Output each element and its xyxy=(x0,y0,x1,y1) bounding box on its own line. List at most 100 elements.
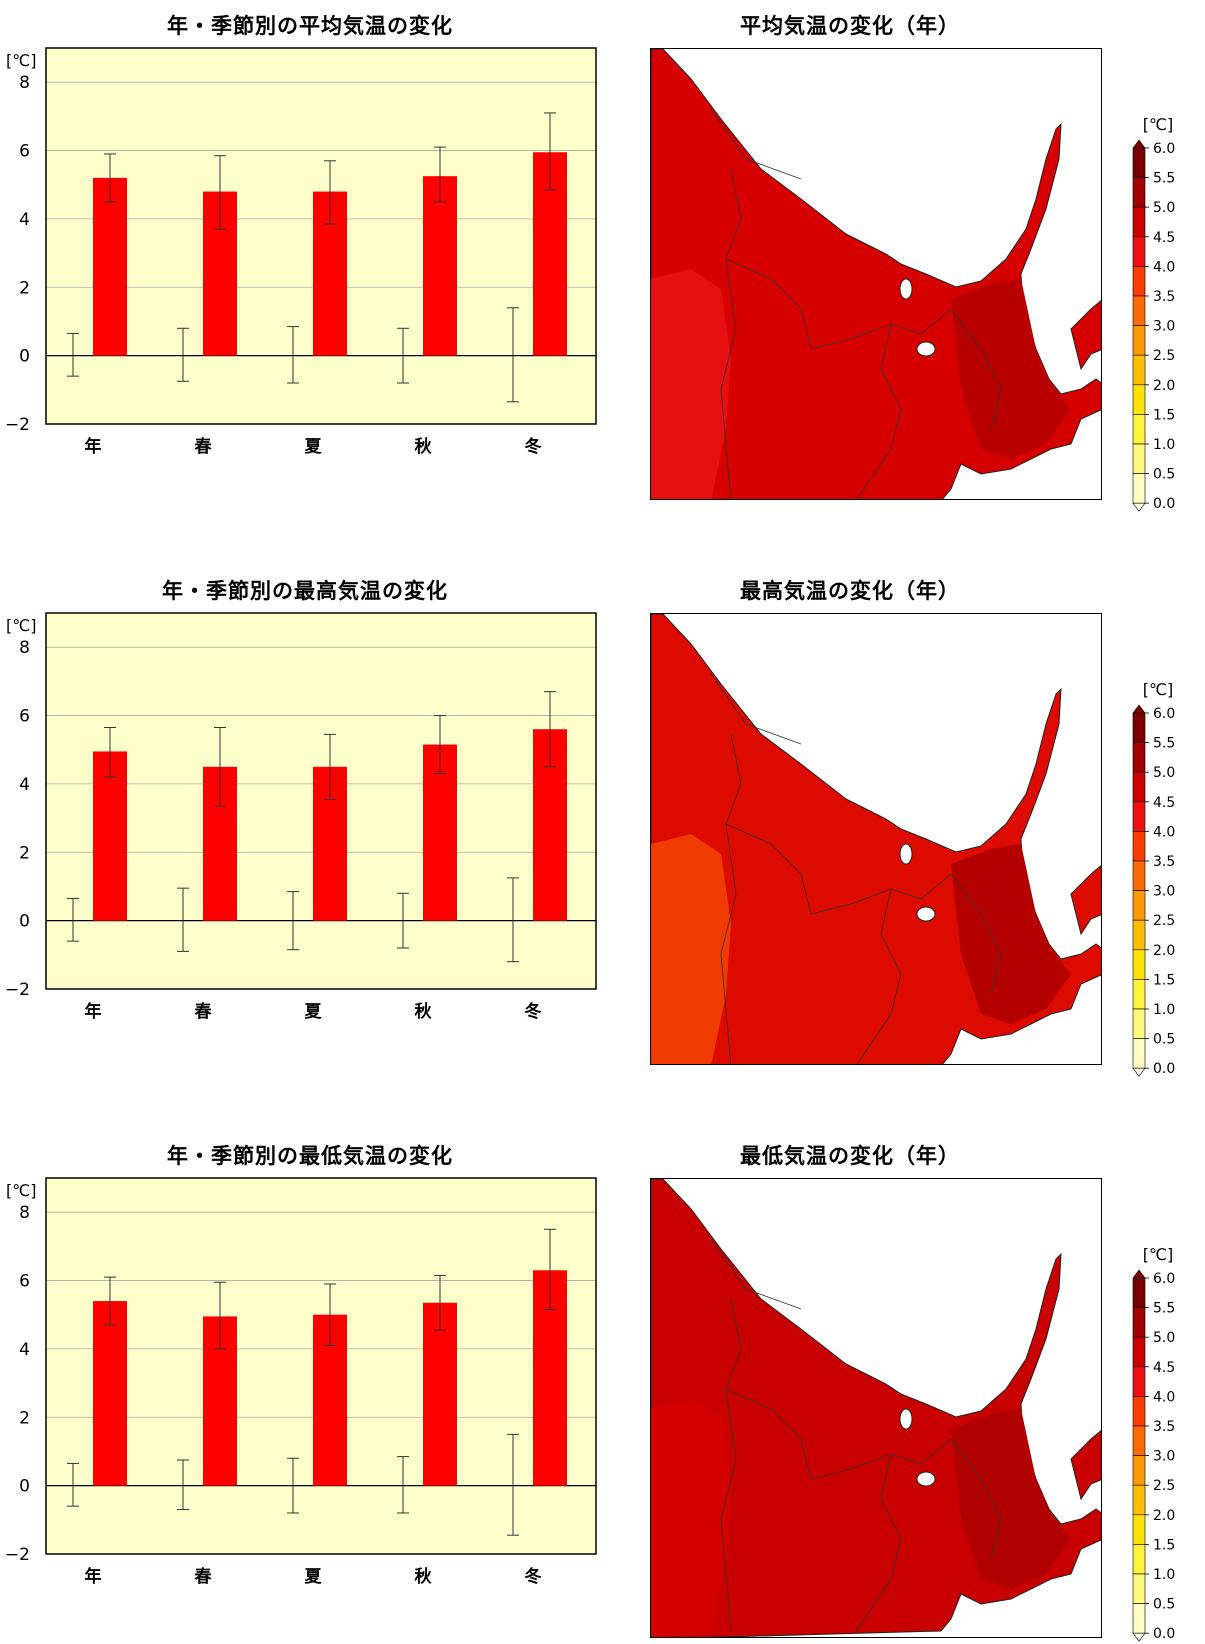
colorbar-arrow-top xyxy=(1132,704,1146,714)
colorbar-segment xyxy=(1132,147,1146,178)
colorbar-tick-label: 5.5 xyxy=(1153,171,1175,187)
map-boundary xyxy=(950,873,1002,995)
colorbar-tick-label: 6.0 xyxy=(1153,706,1175,722)
category-label: 冬 xyxy=(525,1566,542,1587)
colorbar-tick-label: 5.5 xyxy=(1153,736,1175,752)
colorbar-tick-label: 4.0 xyxy=(1153,259,1175,275)
colorbar-tick-label: 6.0 xyxy=(1153,1271,1175,1287)
colorbar-unit: [℃] xyxy=(1143,680,1173,699)
colorbar-tick-label: 2.5 xyxy=(1153,913,1175,929)
map-island xyxy=(1070,300,1101,371)
map-island xyxy=(1070,1430,1101,1501)
y-axis-unit: [℃] xyxy=(6,51,36,70)
y-tick-label: 2 xyxy=(19,1408,30,1428)
colorbar-segment xyxy=(1132,771,1146,803)
colorbar-tick-label: 4.5 xyxy=(1153,795,1175,811)
map-mean xyxy=(650,48,1102,500)
colorbar-segment xyxy=(1132,979,1146,1010)
map-shade-light xyxy=(651,1399,731,1637)
colorbar-segment xyxy=(1132,206,1146,238)
y-tick-label: 8 xyxy=(19,638,30,658)
colorbar-tick-label: 0.5 xyxy=(1153,467,1175,483)
colorbar-tick-label: 0.5 xyxy=(1153,1032,1175,1048)
map-lake xyxy=(899,278,913,300)
y-tick-label: 4 xyxy=(19,775,30,795)
map-shade-dark xyxy=(951,1409,1071,1589)
category-label: 秋 xyxy=(415,1566,433,1587)
bar-chart-1: −2 0 2 4 6 8 [℃] 年 春 夏 秋 冬 xyxy=(5,612,597,1022)
colorbar-segment xyxy=(1132,712,1146,743)
colorbar-0: [℃] 6.0 5.5 5.0 4.5 4.0 3.5 3.0 2.5 2.0 1.5 1.0 0.5 0… xyxy=(1132,115,1175,512)
colorbar-segment xyxy=(1132,384,1146,415)
colorbar-segment xyxy=(1132,1366,1146,1397)
colorbar-segment xyxy=(1132,1455,1146,1486)
colorbar-1: [℃] 6.0 5.5 5.0 4.5 4.0 3.5 3.0 2.5 2.0 1.5 1.0 0.5 0… xyxy=(1132,680,1175,1077)
colorbar-segment xyxy=(1132,890,1146,921)
colorbar-tick-label: 3.5 xyxy=(1153,1419,1175,1435)
colorbar-tick-label: 2.5 xyxy=(1153,1478,1175,1494)
colorbar-segment xyxy=(1132,919,1146,951)
colorbar-tick-label: 2.5 xyxy=(1153,348,1175,364)
y-tick-label: 6 xyxy=(19,707,30,727)
bar xyxy=(93,751,127,921)
map-boundary xyxy=(710,673,802,745)
colorbar-segment xyxy=(1132,1038,1146,1069)
map-boundary xyxy=(725,1388,812,1480)
colorbar-tick-label: 3.5 xyxy=(1153,289,1175,305)
colorbar-arrow-bottom xyxy=(1132,1632,1146,1642)
map-title-max: 最高気温の変化（年） xyxy=(740,579,960,603)
bar xyxy=(93,177,127,356)
colorbar-2: [℃] 6.0 5.5 5.0 4.5 4.0 3.5 3.0 2.5 2.0 1.5 1.0 0.5 0… xyxy=(1132,1245,1175,1642)
colorbar-segment xyxy=(1132,414,1146,445)
map-lake xyxy=(899,1408,913,1430)
y-tick-label: 4 xyxy=(19,1340,30,1360)
chart-title-min: 年・季節別の最低気温の変化 xyxy=(167,1144,453,1168)
colorbar-segment xyxy=(1132,1277,1146,1308)
y-axis-unit: [℃] xyxy=(6,1181,36,1200)
category-label: 夏 xyxy=(305,1002,323,1022)
colorbar-segment xyxy=(1132,473,1146,504)
map-lake xyxy=(899,843,913,865)
colorbar-tick-label: 3.0 xyxy=(1153,1449,1175,1465)
y-tick-label: 2 xyxy=(19,843,30,863)
map-boundary xyxy=(855,1453,902,1632)
category-label: 冬 xyxy=(525,1001,542,1022)
category-label: 春 xyxy=(195,1001,212,1022)
y-tick-label: 8 xyxy=(19,73,30,93)
y-tick-label: 0 xyxy=(19,347,30,367)
colorbar-segment xyxy=(1132,236,1146,267)
category-label: 春 xyxy=(195,436,212,457)
plot-frame xyxy=(45,47,597,425)
colorbar-segment xyxy=(1132,1603,1146,1634)
map-lake xyxy=(916,906,936,922)
colorbar-segment xyxy=(1132,1307,1146,1338)
colorbar-tick-label: 4.0 xyxy=(1153,824,1175,840)
map-title-min: 最低気温の変化（年） xyxy=(740,1144,960,1168)
colorbar-segment xyxy=(1132,1484,1146,1516)
map-min xyxy=(650,1178,1102,1638)
colorbar-tick-label: 0.0 xyxy=(1153,1626,1175,1642)
y-tick-label: 0 xyxy=(19,1477,30,1497)
colorbar-arrow-top xyxy=(1132,139,1146,149)
category-label: 秋 xyxy=(415,1001,433,1022)
map-shade-dark xyxy=(951,844,1071,1024)
colorbar-tick-label: 1.5 xyxy=(1153,407,1175,423)
map-shade-light xyxy=(651,834,731,1064)
colorbar-unit: [℃] xyxy=(1143,115,1173,134)
colorbar-tick-label: 4.5 xyxy=(1153,230,1175,246)
map-shade-dark xyxy=(951,279,1071,459)
category-label: 年 xyxy=(85,1001,102,1022)
map-boundary xyxy=(725,823,812,915)
y-tick-label: −2 xyxy=(5,980,30,1000)
bar xyxy=(423,176,457,356)
colorbar-tick-label: 1.0 xyxy=(1153,1002,1175,1018)
map-boundary xyxy=(950,308,1002,430)
colorbar-segment xyxy=(1132,354,1146,386)
category-label: 夏 xyxy=(305,1567,323,1587)
colorbar-tick-label: 3.0 xyxy=(1153,319,1175,335)
colorbar-tick-label: 5.0 xyxy=(1153,1330,1175,1346)
colorbar-tick-label: 2.0 xyxy=(1153,943,1175,959)
map-boundary xyxy=(950,1438,1002,1560)
colorbar-segment xyxy=(1132,1396,1146,1427)
